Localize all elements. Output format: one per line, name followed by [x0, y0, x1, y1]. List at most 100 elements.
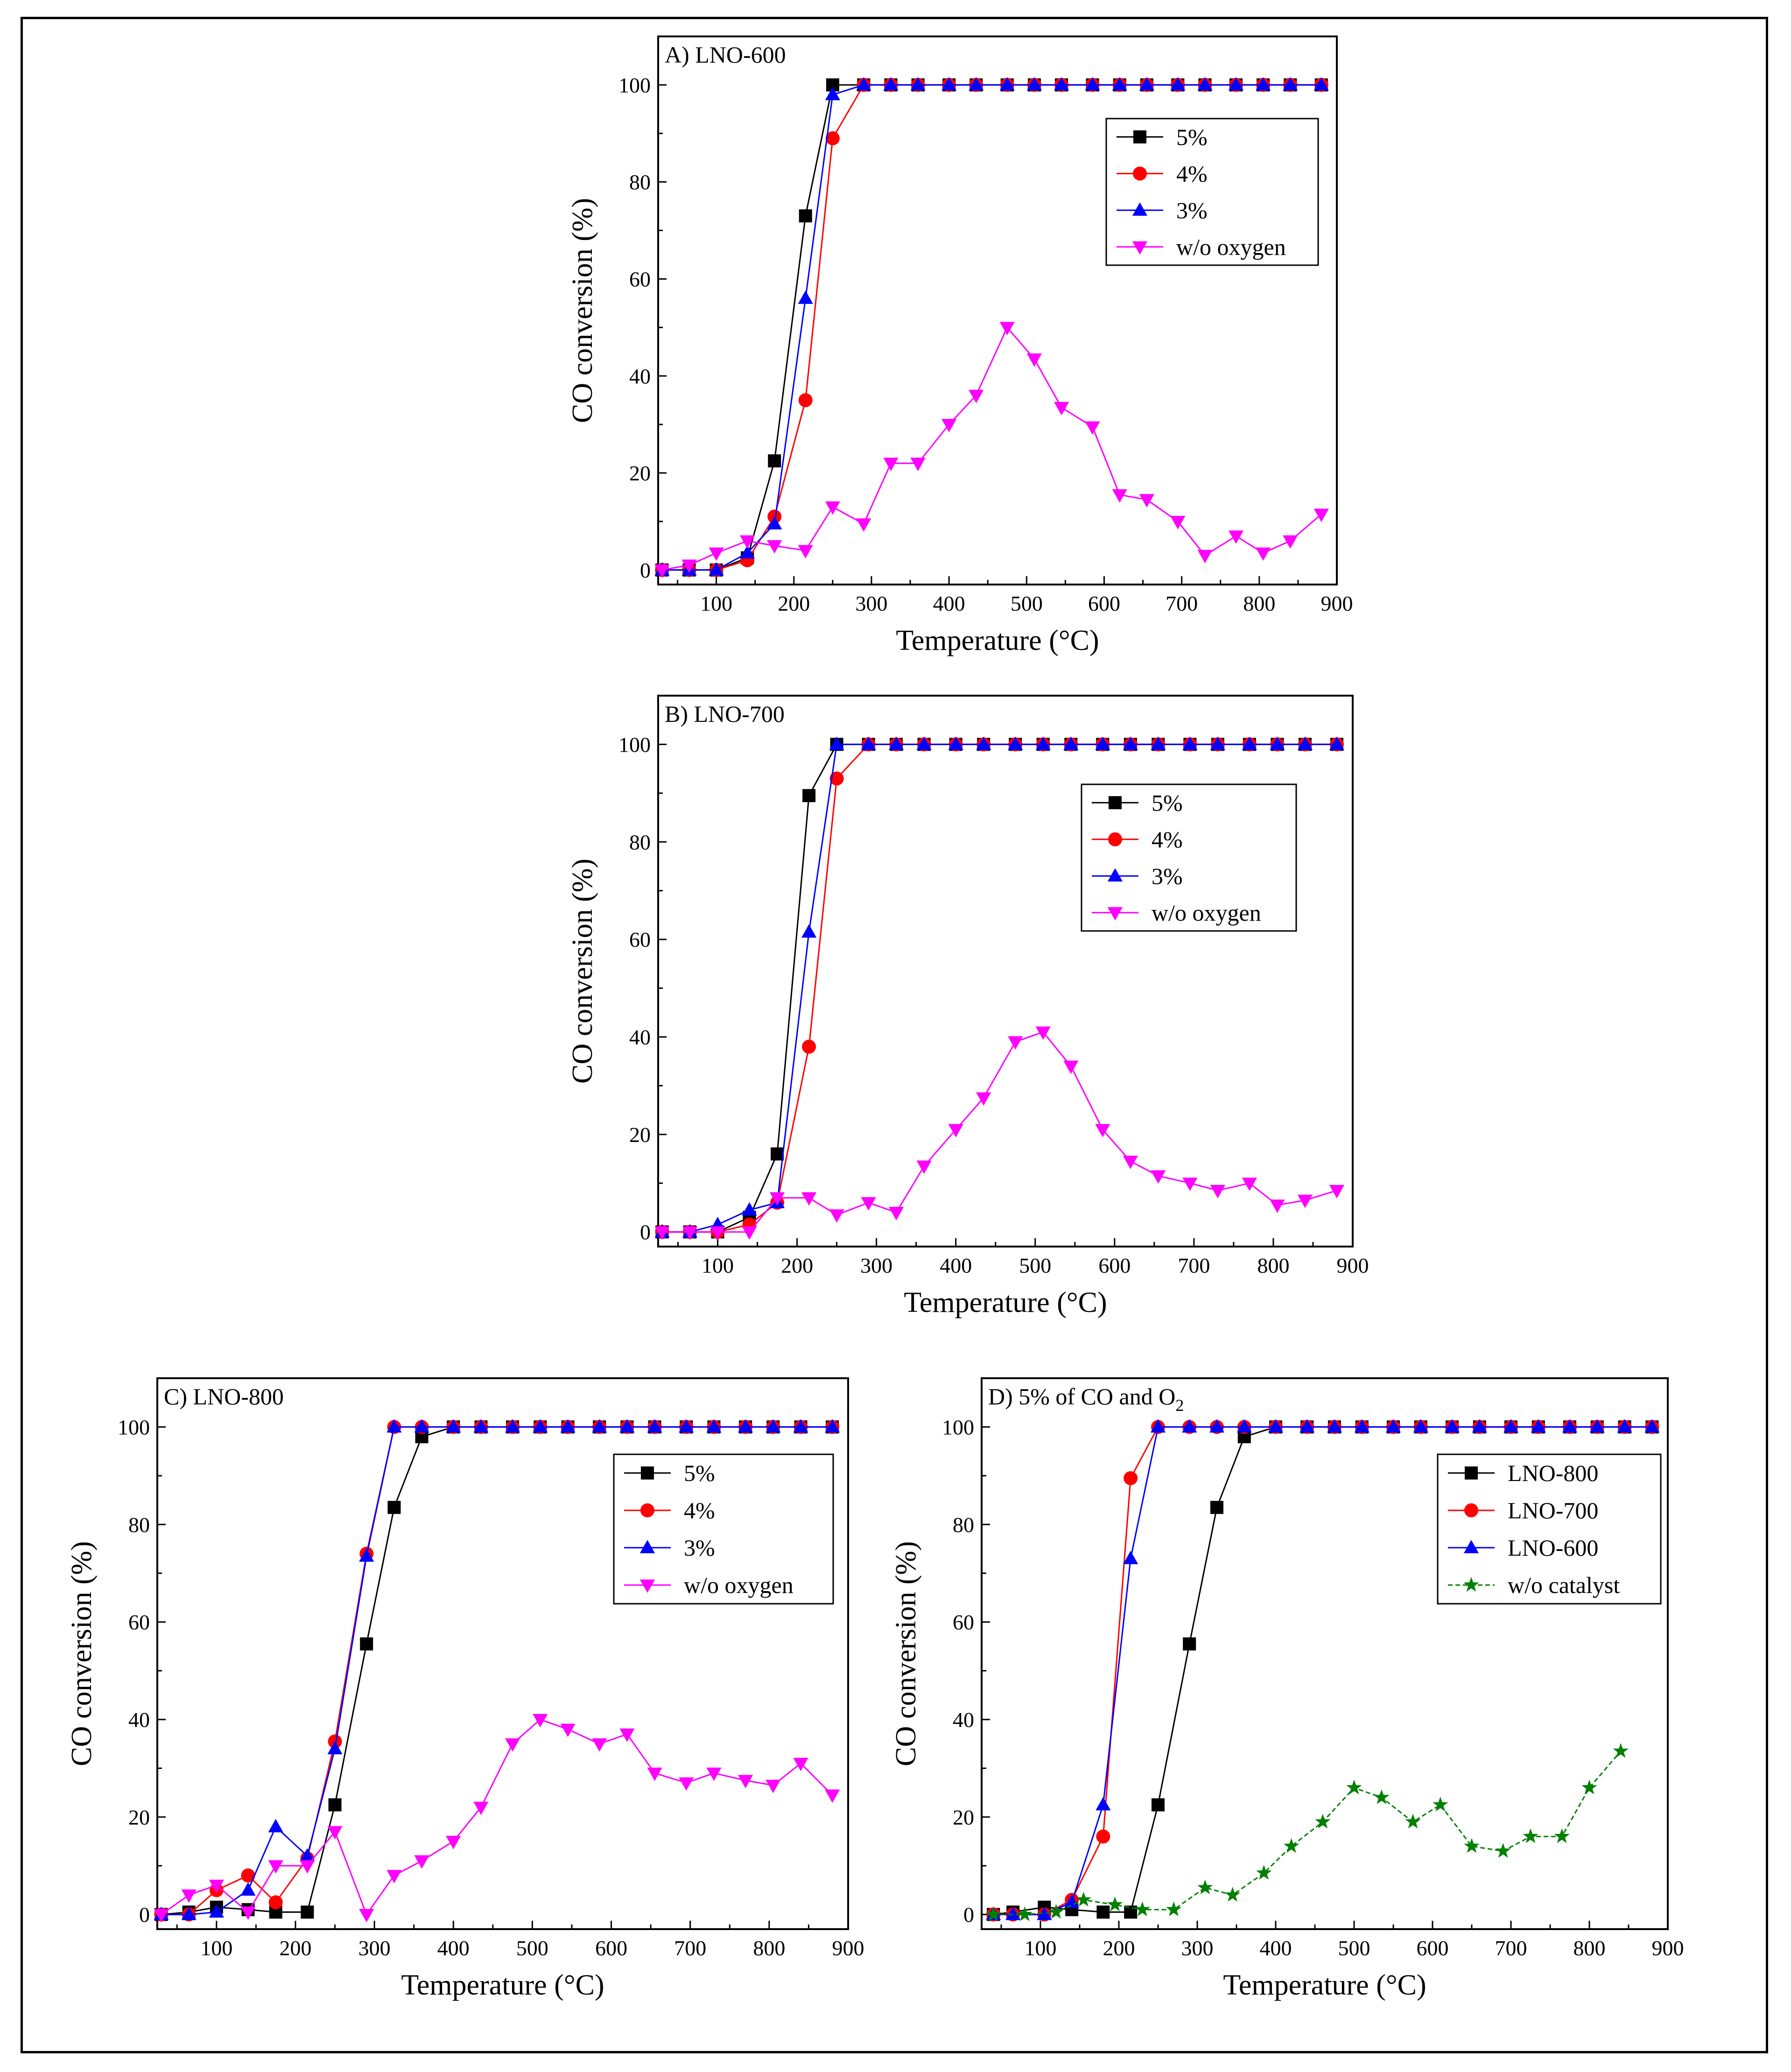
data-point: [706, 1767, 722, 1781]
data-point: [301, 1905, 314, 1919]
x-tick-label: 800: [1257, 1254, 1289, 1277]
x-tick-label: 800: [1573, 1936, 1606, 1960]
data-point: [1242, 1177, 1257, 1191]
data-point: [798, 290, 813, 304]
data-point: [1151, 1170, 1166, 1184]
x-tick-label: 700: [674, 1936, 706, 1960]
data-point: [560, 1723, 576, 1737]
data-point: [916, 736, 932, 750]
legend-marker: [639, 1579, 655, 1593]
y-tick-label: 20: [629, 1123, 651, 1147]
data-point: [1183, 1637, 1196, 1651]
data-point: [1054, 402, 1069, 416]
data-point: [1297, 736, 1313, 750]
y-tick-label: 20: [629, 461, 651, 485]
data-point: [1026, 77, 1042, 91]
data-point: [473, 1802, 489, 1815]
data-point: [826, 78, 839, 92]
data-point: [1182, 736, 1198, 750]
data-point: [1075, 1891, 1091, 1907]
data-point: [473, 1419, 489, 1433]
x-axis-title: Temperature (°C): [1223, 1969, 1426, 2001]
data-point: [767, 516, 782, 530]
data-point: [738, 1775, 753, 1789]
data-point: [1005, 1906, 1021, 1920]
x-axis-title: Temperature (°C): [896, 625, 1099, 656]
y-tick-label: 60: [128, 1610, 150, 1634]
legend-label: LNO-800: [1508, 1460, 1598, 1486]
data-point: [769, 1192, 785, 1206]
y-tick-label: 80: [128, 1513, 150, 1536]
data-point: [1327, 1419, 1342, 1433]
data-point: [1123, 1156, 1138, 1170]
data-point: [739, 535, 755, 549]
x-tick-label: 300: [860, 1254, 892, 1277]
data-point: [682, 1226, 698, 1240]
data-point: [1209, 1419, 1225, 1433]
data-point: [1152, 1798, 1165, 1811]
data-point: [793, 1419, 808, 1433]
x-tick-label: 700: [1178, 1254, 1210, 1277]
data-point: [414, 1855, 429, 1869]
data-point: [1313, 77, 1329, 91]
x-tick-label: 100: [702, 1254, 734, 1277]
y-tick-label: 80: [629, 830, 651, 854]
data-point: [269, 1905, 282, 1919]
data-point: [1283, 77, 1298, 91]
legend-label: 5%: [1152, 789, 1183, 816]
data-point: [1123, 736, 1138, 750]
data-point: [738, 1419, 753, 1433]
y-tick-label: 100: [618, 73, 651, 97]
data-point: [209, 1904, 224, 1918]
data-point: [709, 547, 724, 561]
y-tick-label: 20: [128, 1805, 150, 1829]
data-point: [268, 1860, 283, 1874]
data-point: [999, 322, 1015, 336]
legend: 5% 4% 3% w/o oxygen: [1105, 118, 1319, 266]
data-point: [679, 1419, 694, 1433]
data-point: [1554, 1828, 1570, 1843]
data-point: [802, 1039, 816, 1054]
x-tick-label: 200: [280, 1936, 312, 1960]
data-point: [1048, 1904, 1064, 1919]
data-point: [1346, 1779, 1362, 1795]
y-tick-label: 0: [640, 558, 651, 582]
data-point: [1433, 1797, 1448, 1811]
legend-marker: [1132, 241, 1148, 255]
series-line: [993, 1426, 1652, 1916]
x-tick-label: 600: [1417, 1936, 1449, 1960]
data-point: [861, 736, 876, 750]
data-point: [1299, 1419, 1315, 1433]
legend-marker: [1133, 130, 1146, 144]
data-point: [767, 540, 782, 554]
data-point: [1210, 1185, 1226, 1198]
legend-label: 4%: [1152, 826, 1183, 853]
data-point: [910, 77, 926, 91]
panel-a-chart: 100 200 300 400 500 600 700 800 900020406080100 …: [567, 35, 1353, 656]
data-point: [742, 1202, 757, 1216]
data-point: [360, 1637, 373, 1651]
y-axis-title: CO conversion (%): [890, 1541, 922, 1766]
panel-title-main: D) 5% of CO and O: [988, 1383, 1175, 1410]
legend: 5% 4% 3% w/o oxygen: [613, 1453, 834, 1605]
data-point: [829, 771, 844, 786]
data-point: [1008, 736, 1023, 750]
data-point: [1037, 1906, 1052, 1920]
legend-marker: [1464, 1503, 1478, 1517]
data-point: [1124, 1471, 1138, 1486]
data-point: [1182, 1419, 1197, 1433]
data-point: [681, 559, 697, 573]
data-point: [533, 1419, 548, 1433]
y-tick-label: 0: [139, 1903, 150, 1927]
legend-marker: [1463, 1540, 1479, 1553]
data-point: [386, 1419, 402, 1433]
data-point: [709, 562, 724, 576]
y-tick-label: 40: [629, 364, 651, 388]
legend-label: LNO-700: [1508, 1497, 1598, 1523]
legend-marker: [1107, 868, 1123, 882]
data-point: [647, 1419, 662, 1433]
x-tick-label: 700: [1166, 592, 1198, 615]
data-point: [999, 77, 1015, 91]
x-tick-label: 100: [700, 592, 732, 615]
